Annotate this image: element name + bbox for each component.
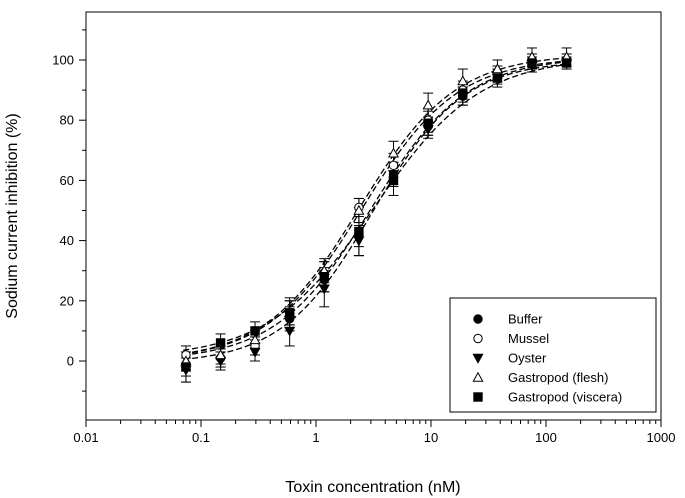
legend: Buffer Mussel Oyster Gastropod (flesh) Gastr… xyxy=(449,297,657,413)
legend-label: Buffer xyxy=(508,312,543,327)
fit-curve xyxy=(183,63,568,351)
data-points xyxy=(180,51,573,376)
data-point xyxy=(387,170,400,181)
data-point xyxy=(215,349,227,360)
data-point xyxy=(423,118,433,128)
fit-curve xyxy=(183,60,568,355)
data-point xyxy=(457,75,469,86)
y-tick-label: 80 xyxy=(60,113,74,128)
data-point xyxy=(491,63,503,74)
fit-curves xyxy=(183,57,568,361)
x-tick-label: 0.1 xyxy=(192,430,210,445)
legend-marker xyxy=(472,353,484,364)
legend-label: Oyster xyxy=(508,351,547,366)
plot-frame xyxy=(85,11,662,421)
data-point xyxy=(527,58,537,68)
y-tick-label: 100 xyxy=(52,53,74,68)
data-point xyxy=(353,236,365,247)
x-tick-label: 1 xyxy=(312,430,319,445)
data-point xyxy=(561,58,572,68)
y-axis-title: Sodium current inhibition (%) xyxy=(4,113,21,318)
legend-label: Gastropod (flesh) xyxy=(508,370,608,385)
data-point xyxy=(458,88,468,98)
x-axis-title: Toxin concentration (nM) xyxy=(285,479,460,496)
y-tick-label: 0 xyxy=(67,354,74,369)
data-point xyxy=(250,326,260,336)
x-tick-label: 100 xyxy=(535,430,557,445)
data-point xyxy=(422,99,434,110)
data-point xyxy=(354,226,364,237)
y-tick-label: 60 xyxy=(60,173,74,188)
y-tick-label: 40 xyxy=(60,233,74,248)
data-point xyxy=(249,334,261,345)
data-point xyxy=(318,284,330,295)
x-tick-label: 10 xyxy=(424,430,438,445)
data-point xyxy=(319,272,329,282)
x-tick-label: 1000 xyxy=(647,430,676,445)
fit-curve xyxy=(183,57,568,355)
data-point xyxy=(387,147,400,158)
data-point xyxy=(492,73,503,83)
legend-box xyxy=(449,297,657,413)
fit-curve xyxy=(183,61,568,356)
data-point xyxy=(249,347,261,358)
legend-label: Gastropod (viscera) xyxy=(508,390,622,405)
legend-label: Mussel xyxy=(508,331,549,346)
data-point xyxy=(388,175,399,186)
legend-marker xyxy=(473,392,483,402)
legend-marker xyxy=(473,333,483,344)
legend-marker xyxy=(472,371,484,382)
fit-curve xyxy=(183,63,568,361)
data-point xyxy=(388,160,399,171)
x-tick-label: 0.01 xyxy=(73,430,98,445)
legend-marker xyxy=(473,314,483,324)
data-point xyxy=(215,338,226,348)
data-point xyxy=(181,362,191,372)
y-tick-label: 20 xyxy=(60,293,74,308)
x-axis: 0.01 0.1 1 10 100 1000 xyxy=(73,420,675,445)
y-axis: 0 20 40 60 80 100 xyxy=(52,29,86,392)
data-point xyxy=(284,308,295,318)
data-point xyxy=(284,326,296,337)
data-point xyxy=(353,204,365,215)
